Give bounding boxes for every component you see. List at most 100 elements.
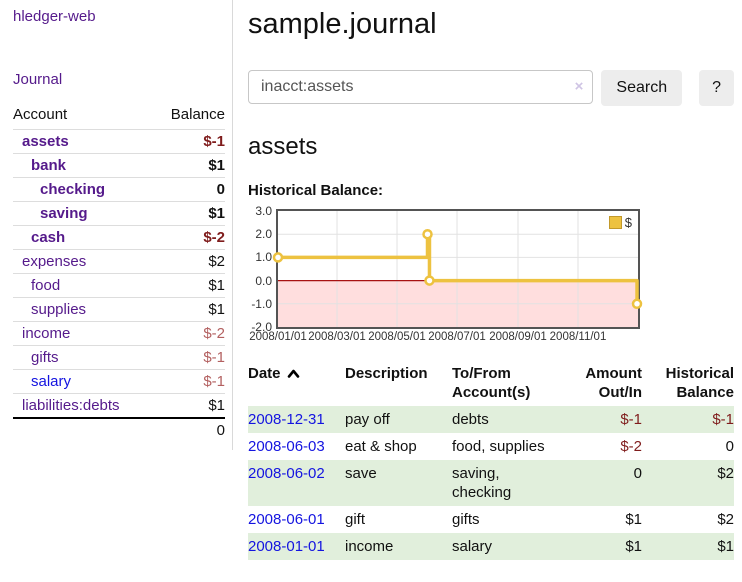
page-title: sample.journal [248, 8, 437, 40]
sort-ascending-icon [287, 369, 299, 378]
brand-link[interactable]: hledger-web [13, 8, 96, 25]
account-heading: assets [248, 133, 318, 160]
register-date-link[interactable]: 2008-01-01 [248, 538, 325, 555]
search-form: × Search ? [248, 70, 734, 106]
x-tick-label: 2008/07/01 [428, 331, 486, 343]
y-tick-label: 0.0 [255, 273, 272, 288]
register-row: 2008-06-03 eat & shop food, supplies $-2 0 [248, 433, 734, 460]
account-balance: $1 [153, 153, 225, 178]
y-tick-label: -1.0 [251, 296, 272, 311]
sidebar-account-link[interactable]: assets [22, 133, 69, 150]
sidebar-account-link[interactable]: gifts [31, 349, 59, 366]
register-amount: $-1 [620, 411, 642, 428]
data-point [272, 252, 284, 263]
register-accounts: food, supplies [452, 438, 545, 455]
account-row: assets $-1 [13, 129, 225, 154]
account-balance: $1 [153, 297, 225, 322]
sidebar: hledger-web Journal Account Balance asse… [0, 0, 233, 450]
account-balance: $1 [153, 273, 225, 298]
register-accounts: saving, checking [452, 465, 512, 501]
accounts-total-row: 0 [13, 417, 225, 442]
sidebar-account-link[interactable]: salary [31, 373, 72, 390]
account-balance: $1 [153, 201, 225, 226]
register-header-balance: Historical Balance [665, 365, 734, 401]
search-box: × [248, 70, 594, 104]
account-row: expenses $2 [13, 249, 225, 274]
x-tick-label: 2008/11/01 [549, 331, 607, 343]
account-balance: $-1 [153, 345, 225, 370]
account-row: gifts $-1 [13, 345, 225, 370]
historical-balance-chart: $3.0 2.0 1.0 0.0 -1.0 -2.0 2008/01/01 2008/03/0… [248, 204, 648, 345]
y-tick-label: -2.0 [251, 320, 272, 334]
sidebar-account-link[interactable]: saving [40, 205, 88, 222]
sidebar-account-link[interactable]: food [31, 277, 61, 294]
register-balance: $2 [717, 465, 734, 482]
register-header-accounts: To/From Account(s) [452, 365, 531, 401]
account-row: saving $1 [13, 201, 225, 226]
chart-legend: $ [606, 214, 634, 231]
register-date-link[interactable]: 2008-06-01 [248, 511, 325, 528]
legend-label: $ [624, 215, 632, 230]
register-balance: $2 [717, 511, 734, 528]
account-balance: $1 [153, 393, 225, 418]
sidebar-account-link[interactable]: expenses [22, 253, 87, 270]
sidebar-item-journal[interactable]: Journal [13, 71, 63, 88]
register-description: income [345, 538, 394, 555]
register-accounts: debts [452, 411, 489, 428]
register-row: 2008-06-02 save saving, checking 0 $2 [248, 460, 734, 506]
account-balance: 0 [153, 177, 225, 202]
register-row: 2008-06-01 gift gifts $1 $2 [248, 506, 734, 533]
sidebar-account-link[interactable]: bank [31, 157, 67, 174]
register-description: gift [345, 511, 366, 528]
data-point [424, 275, 435, 286]
chart-title: Historical Balance: [248, 182, 384, 199]
y-tick-label: 3.0 [255, 204, 272, 218]
account-row: food $1 [13, 273, 225, 298]
sidebar-account-link[interactable]: liabilities:debts [22, 397, 120, 414]
account-row: income $-2 [13, 321, 225, 346]
register-date-link[interactable]: 2008-06-03 [248, 438, 325, 455]
x-tick-label: 2008/09/01 [489, 331, 547, 343]
account-row: supplies $1 [13, 297, 225, 322]
sidebar-account-link[interactable]: income [22, 325, 71, 342]
register-accounts: gifts [452, 511, 480, 528]
register-accounts: salary [452, 538, 493, 555]
sidebar-account-link[interactable]: checking [40, 181, 106, 198]
account-balance: $-2 [153, 321, 225, 346]
data-point [422, 228, 433, 240]
register-date-link[interactable]: 2008-06-02 [248, 465, 325, 482]
register-description: pay off [345, 411, 390, 428]
account-balance: $2 [153, 249, 225, 274]
main-content: sample.journal × Search ? assets Histori… [248, 0, 734, 560]
register-balance: $1 [717, 538, 734, 555]
sidebar-account-link[interactable]: supplies [31, 301, 87, 318]
data-point [631, 298, 643, 310]
legend-swatch-icon [608, 216, 622, 229]
account-row: bank $1 [13, 153, 225, 178]
y-tick-label: 1.0 [255, 250, 272, 265]
accounts-table: Account Balance assets $-1 bank $1 checking 0… [13, 104, 225, 442]
register-amount: 0 [633, 465, 642, 482]
register-header-row: Date Description To/From Account(s) Amou… [248, 362, 734, 406]
account-row: cash $-2 [13, 225, 225, 250]
register-row: 2008-01-01 income salary $1 $1 [248, 533, 734, 560]
register-header-description: Description [345, 365, 428, 382]
help-button[interactable]: ? [699, 70, 734, 106]
register-amount: $1 [625, 538, 642, 555]
register-date-link[interactable]: 2008-12-31 [248, 411, 325, 428]
register-description: save [345, 465, 377, 482]
clear-search-icon[interactable]: × [574, 78, 584, 95]
search-input[interactable] [248, 70, 594, 104]
search-button[interactable]: Search [601, 70, 683, 106]
x-tick-label: 2008/05/01 [368, 331, 426, 343]
account-row: salary $-1 [13, 369, 225, 394]
y-tick-label: 2.0 [255, 227, 272, 242]
register-table: Date Description To/From Account(s) Amou… [248, 362, 734, 560]
chart-plot-area: $ [272, 209, 643, 329]
register-row: 2008-12-31 pay off debts $-1 $-1 [248, 406, 734, 433]
sidebar-account-link[interactable]: cash [31, 229, 66, 246]
register-header-date[interactable]: Date [248, 362, 345, 406]
register-header-amount: Amount Out/In [585, 365, 642, 401]
account-balance: $-1 [153, 129, 225, 154]
register-amount: $1 [625, 511, 642, 528]
